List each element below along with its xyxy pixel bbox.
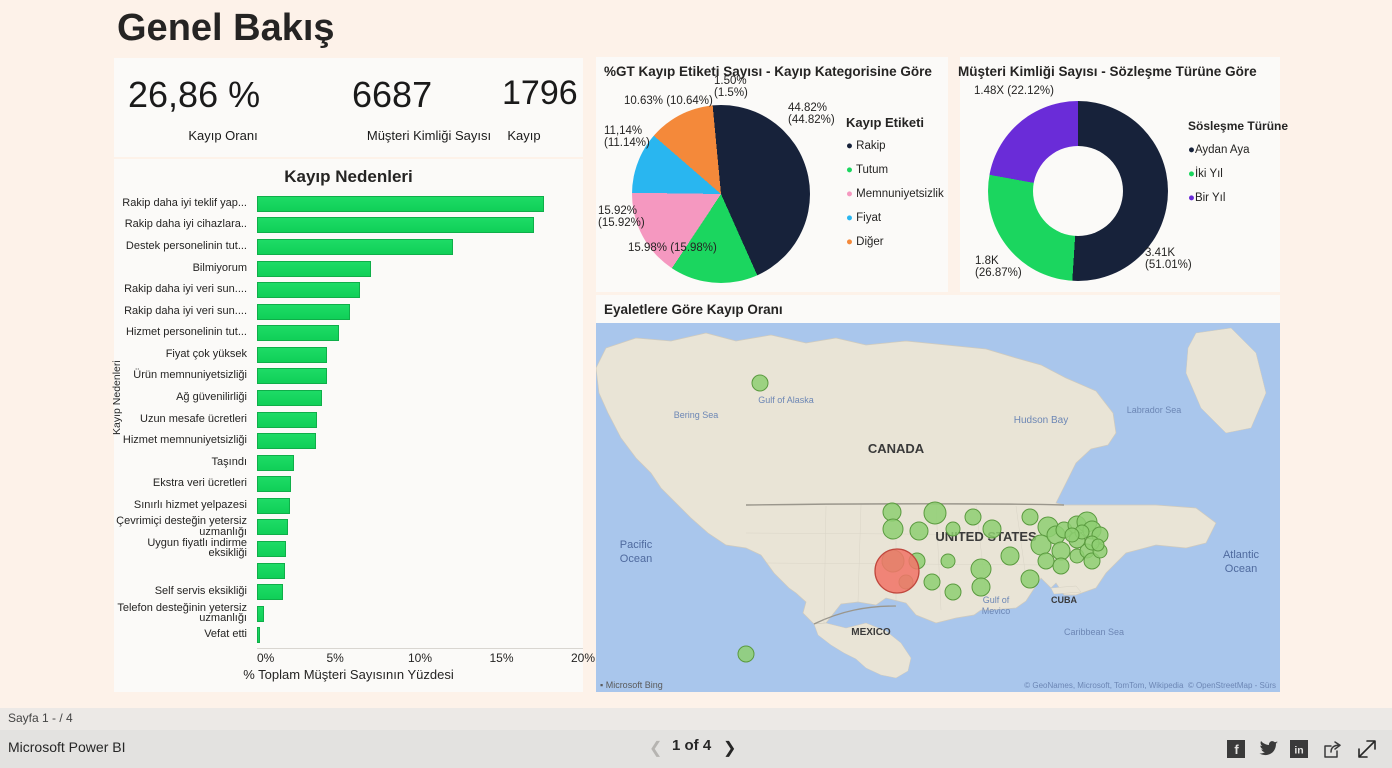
svg-text:Bering Sea: Bering Sea [674, 410, 719, 420]
svg-text:Caribbean Sea: Caribbean Sea [1064, 627, 1124, 637]
svg-text:Labrador Sea: Labrador Sea [1127, 405, 1182, 415]
svg-text:CUBA: CUBA [1051, 595, 1077, 605]
svg-text:Ocean: Ocean [620, 553, 652, 565]
svg-text:Pacific: Pacific [620, 539, 653, 551]
svg-text:Gulf of: Gulf of [983, 595, 1010, 605]
svg-text:f: f [1234, 742, 1239, 757]
svg-text:CANADA: CANADA [868, 441, 925, 456]
svg-text:Gulf of Alaska: Gulf of Alaska [758, 395, 814, 405]
svg-text:Atlantic: Atlantic [1223, 549, 1260, 561]
svg-text:in: in [1294, 745, 1303, 757]
svg-text:Mevico: Mevico [982, 606, 1011, 616]
svg-text:Hudson Bay: Hudson Bay [1014, 415, 1068, 426]
svg-text:Ocean: Ocean [1225, 563, 1257, 575]
svg-text:MEXICO: MEXICO [851, 627, 891, 638]
